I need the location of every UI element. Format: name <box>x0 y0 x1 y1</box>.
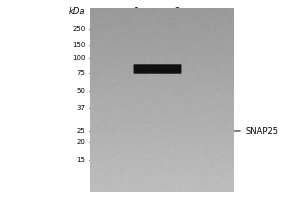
Text: kDa: kDa <box>68 6 85 16</box>
Text: 1: 1 <box>134 6 140 16</box>
Text: 75: 75 <box>76 70 85 76</box>
Text: SNAP25: SNAP25 <box>246 127 279 136</box>
Text: 37: 37 <box>76 105 85 111</box>
Text: 2: 2 <box>174 6 180 16</box>
Text: 250: 250 <box>72 26 86 32</box>
Text: 100: 100 <box>72 55 86 61</box>
Text: 15: 15 <box>76 157 85 163</box>
FancyBboxPatch shape <box>134 64 182 74</box>
Text: 20: 20 <box>76 139 85 145</box>
Text: 150: 150 <box>72 42 86 48</box>
Text: 50: 50 <box>76 88 85 94</box>
Text: 25: 25 <box>77 128 85 134</box>
